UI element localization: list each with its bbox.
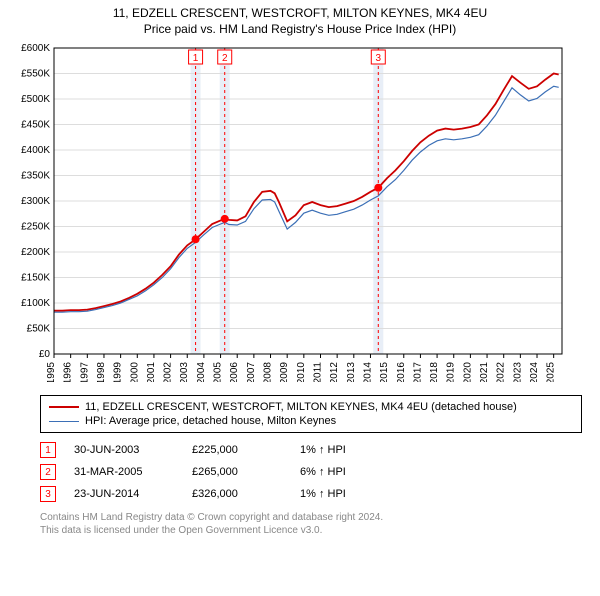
sale-row-marker: 3 [40,486,56,502]
x-tick-label: 2007 [246,362,257,382]
y-tick-label: £50K [27,324,51,335]
x-tick-label: 2012 [329,362,340,382]
x-tick-label: 2017 [412,362,423,382]
chart-area: £0 £50K £100K £150K £200K £250K £300K £350K £400… [8,42,592,387]
y-tick-label: £300K [21,196,50,207]
legend-swatch [49,406,79,408]
x-tick-label: 2016 [396,362,407,382]
x-tick-label: 2013 [346,362,357,382]
legend-swatch [49,421,79,422]
x-tick-label: 2011 [312,362,323,382]
y-tick-label: £350K [21,171,50,182]
x-tick-label: 2018 [429,362,440,382]
legend-row: HPI: Average price, detached house, Milt… [49,414,573,428]
chart-title: 11, EDZELL CRESCENT, WESTCROFT, MILTON K… [0,6,600,20]
x-tick-label: 2024 [529,362,540,382]
y-tick-label: £600K [21,43,50,54]
x-tick-label: 2002 [163,362,174,382]
x-tick-label: 1996 [63,362,74,382]
sale-row-date: 30-JUN-2003 [74,444,174,456]
y-tick-label: £250K [21,222,50,233]
y-tick-label: £500K [21,94,50,105]
x-tick-label: 2021 [479,362,490,382]
chart-subtitle: Price paid vs. HM Land Registry's House … [0,22,600,36]
legend-label: HPI: Average price, detached house, Milt… [85,415,336,427]
x-tick-label: 2023 [512,362,523,382]
x-tick-label: 2000 [129,362,140,382]
x-tick-label: 2006 [229,362,240,382]
y-tick-label: £550K [21,69,50,80]
sale-row-date: 31-MAR-2005 [74,466,174,478]
x-tick-label: 2014 [362,362,373,382]
x-tick-label: 2010 [296,362,307,382]
x-tick-label: 2020 [462,362,473,382]
sale-row-price: £225,000 [192,444,282,456]
x-tick-label: 2019 [446,362,457,382]
x-tick-label: 1998 [96,362,107,382]
legend-label: 11, EDZELL CRESCENT, WESTCROFT, MILTON K… [85,401,517,413]
sale-row-date: 23-JUN-2014 [74,488,174,500]
x-tick-label: 2015 [379,362,390,382]
sale-dot [221,215,229,223]
sale-row-marker: 2 [40,464,56,480]
line-chart: £0 £50K £100K £150K £200K £250K £300K £350K £400… [8,42,568,382]
x-tick-label: 1999 [113,362,124,382]
x-tick-label: 2004 [196,362,207,382]
sales-table: 1 30-JUN-2003 £225,000 1% ↑ HPI 2 31-MAR-2005… [40,439,582,505]
x-tick-label: 2009 [279,362,290,382]
legend-row: 11, EDZELL CRESCENT, WESTCROFT, MILTON K… [49,400,573,414]
x-tick-label: 1995 [46,362,57,382]
sale-dot [192,235,200,243]
chart-container: 11, EDZELL CRESCENT, WESTCROFT, MILTON K… [0,6,600,596]
y-tick-label: £200K [21,247,50,258]
y-tick-label: £150K [21,273,50,284]
sale-marker-number: 3 [376,53,382,64]
sale-row-price: £326,000 [192,488,282,500]
sale-marker-number: 2 [222,53,228,64]
x-tick-label: 2005 [213,362,224,382]
y-tick-label: £0 [39,349,51,360]
legend: 11, EDZELL CRESCENT, WESTCROFT, MILTON K… [40,395,582,433]
sale-row: 2 31-MAR-2005 £265,000 6% ↑ HPI [40,461,582,483]
y-tick-label: £450K [21,120,50,131]
x-tick-label: 2001 [146,362,157,382]
sale-row: 1 30-JUN-2003 £225,000 1% ↑ HPI [40,439,582,461]
x-tick-label: 1997 [79,362,90,382]
y-tick-label: £400K [21,145,50,156]
sale-dot [374,184,382,192]
sale-row-marker: 1 [40,442,56,458]
x-tick-label: 2003 [179,362,190,382]
x-tick-label: 2008 [263,362,274,382]
footer-line-2: This data is licensed under the Open Gov… [40,524,582,537]
footer-line-1: Contains HM Land Registry data © Crown c… [40,511,582,524]
sale-row: 3 23-JUN-2014 £326,000 1% ↑ HPI [40,483,582,505]
x-tick-label: 2025 [546,362,557,382]
sale-row-hpi: 6% ↑ HPI [300,466,390,478]
footer-attribution: Contains HM Land Registry data © Crown c… [40,511,582,537]
sale-row-price: £265,000 [192,466,282,478]
sale-marker-number: 1 [193,53,199,64]
sale-row-hpi: 1% ↑ HPI [300,444,390,456]
x-tick-label: 2022 [496,362,507,382]
sale-row-hpi: 1% ↑ HPI [300,488,390,500]
y-tick-label: £100K [21,298,50,309]
